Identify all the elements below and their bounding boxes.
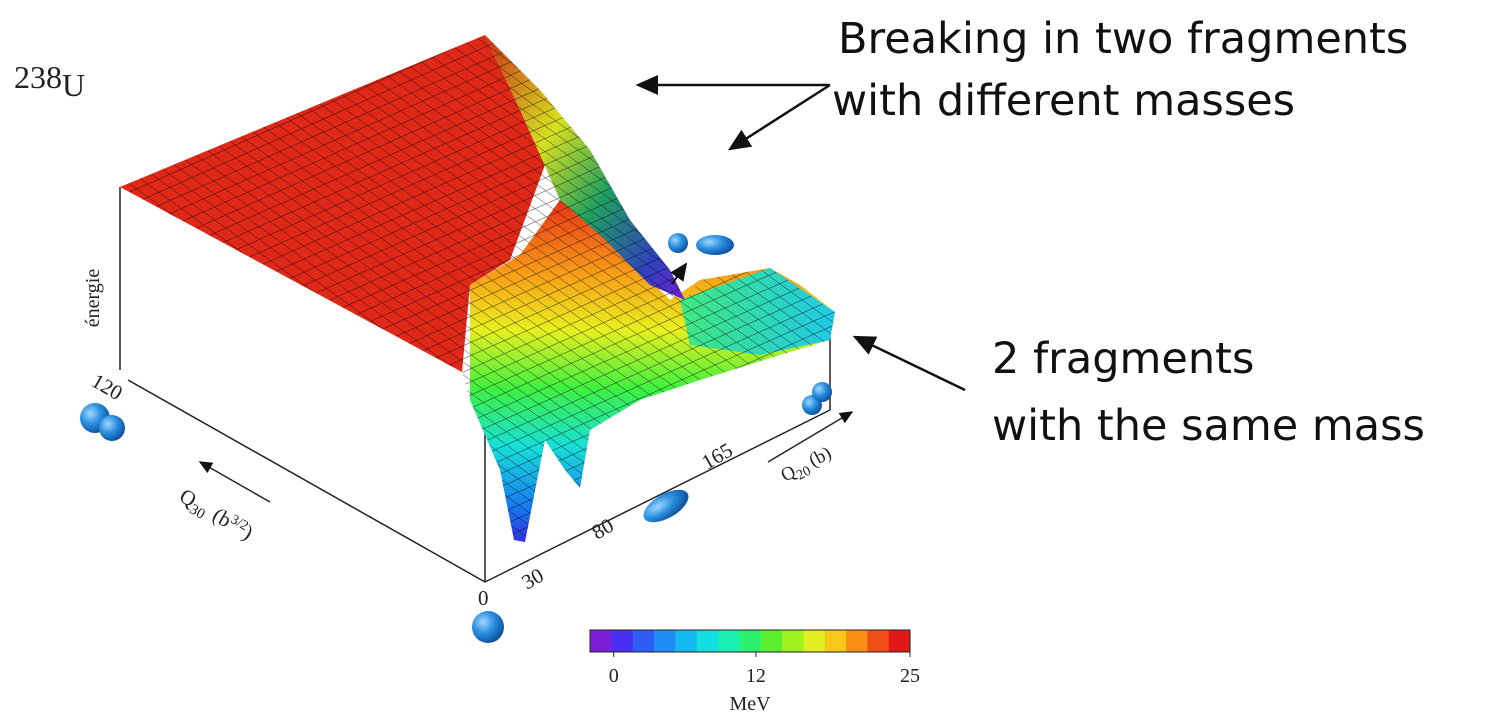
colorbar-step xyxy=(654,630,676,652)
colorbar-step xyxy=(611,630,634,652)
colorbar-step xyxy=(760,630,783,652)
annotation: with different masses xyxy=(832,76,1295,126)
colorbar-step xyxy=(675,630,698,652)
colorbar-step xyxy=(803,630,826,652)
q20-unit: (b) xyxy=(806,443,835,472)
q20-tick: 30 xyxy=(518,563,548,594)
colorbar-step xyxy=(782,630,804,652)
colorbar: 0 12 25 xyxy=(589,629,920,687)
colorbar-step xyxy=(824,630,847,652)
colorbar-tick-label: 12 xyxy=(746,665,766,687)
colorbar-step xyxy=(696,630,719,652)
colorbar-step xyxy=(739,630,762,652)
colorbar-tick-label: 0 xyxy=(609,665,619,687)
annotation: Breaking in two fragments xyxy=(838,14,1408,64)
q30-label: Q30(b3/2) xyxy=(174,484,258,549)
mass-number: 238 xyxy=(14,59,62,95)
colorbar-label: MeV xyxy=(729,693,771,715)
colorbar-step xyxy=(590,630,612,652)
colorbar-step xyxy=(867,630,890,652)
colorbar-tick-label: 25 xyxy=(900,665,920,687)
energy-surface xyxy=(120,35,835,542)
q30-sub: 30 xyxy=(187,502,208,523)
colorbar-frame xyxy=(589,629,911,653)
q30-tick: 120 xyxy=(88,369,127,406)
q20-tick: 165 xyxy=(698,438,737,475)
colorbar-step xyxy=(888,630,911,652)
q20-sub: 20 xyxy=(794,464,813,484)
symbol: U xyxy=(62,67,85,103)
energy-label: énergie xyxy=(82,269,104,328)
nucleus: 238U xyxy=(14,59,85,103)
colorbar-step xyxy=(846,630,868,652)
fragment-icons xyxy=(80,233,832,643)
q30-tick: 0 xyxy=(478,586,489,610)
arrows xyxy=(198,75,966,503)
annotation: 2 fragments xyxy=(992,334,1254,384)
q20-label: Q20(b) xyxy=(777,443,836,490)
annotation: with the same mass xyxy=(992,401,1425,451)
colorbar-step xyxy=(632,630,655,652)
colorbar-step xyxy=(718,630,740,652)
